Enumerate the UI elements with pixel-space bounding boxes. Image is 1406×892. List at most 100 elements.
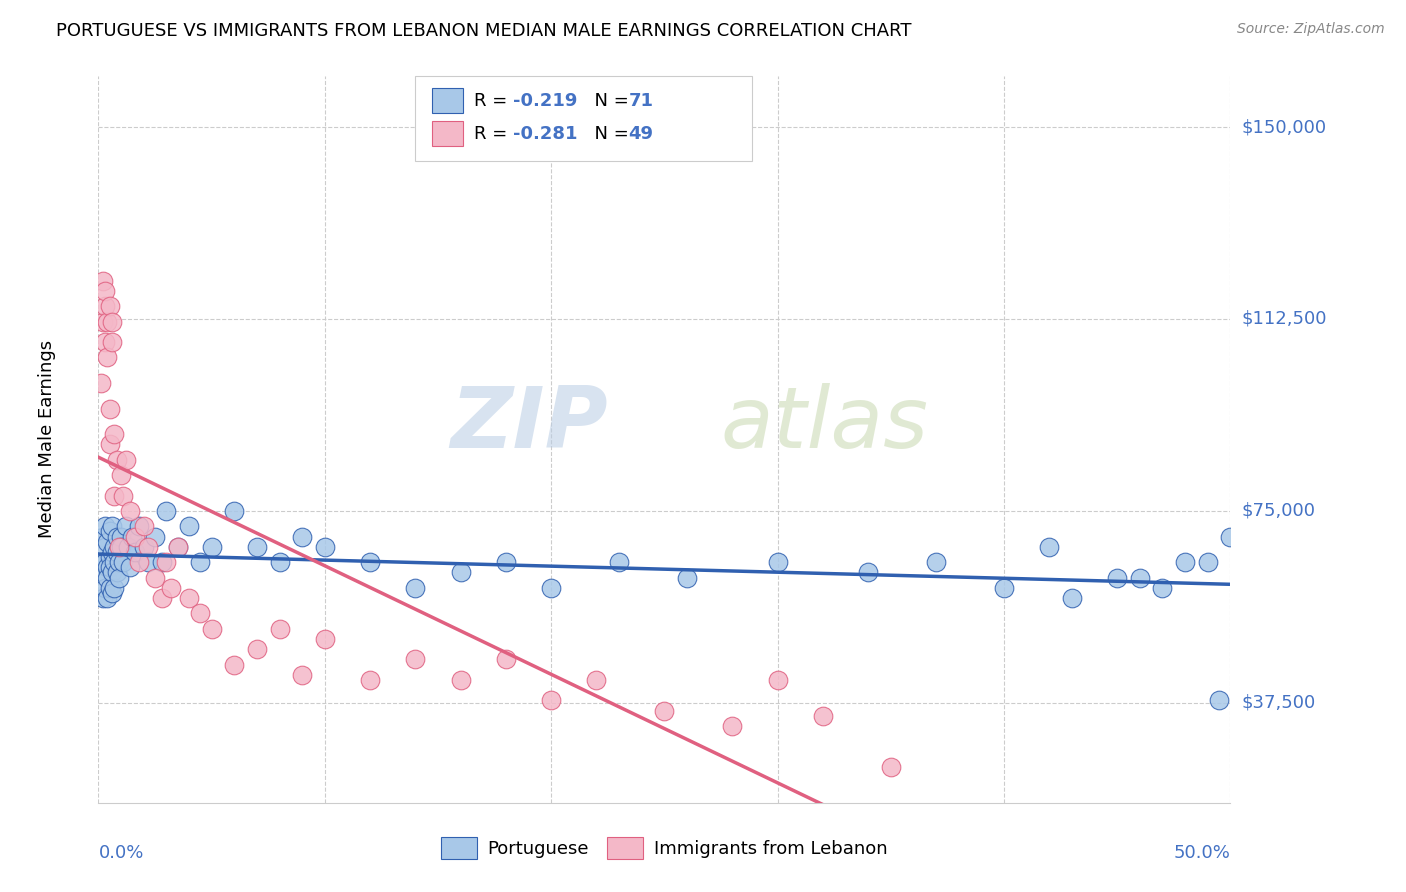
Point [91,591,114,605]
Point [925,555,948,569]
Text: R =: R = [474,125,513,143]
Point [107,540,129,554]
Point [224,657,246,672]
Point [105,452,128,467]
Point [91,314,114,328]
Point [96,314,118,328]
Point [136,555,159,569]
Point [98,581,121,595]
Point [269,622,291,636]
Point [105,545,128,559]
Point [94,555,117,569]
Point [150,591,173,605]
Point [96,570,118,584]
Text: Median Male Earnings: Median Male Earnings [38,340,56,539]
Point [652,704,676,718]
Point [91,566,114,580]
Point [880,760,903,774]
Point [105,530,128,544]
Text: 0.0%: 0.0% [98,844,143,862]
Point [314,540,336,554]
Text: N =: N = [583,92,636,110]
Point [993,581,1015,595]
Point [103,540,125,554]
Point [96,591,118,605]
Point [1060,591,1083,605]
Point [110,540,132,554]
Point [128,555,150,569]
Point [94,540,117,554]
Point [94,334,117,349]
Point [246,642,269,657]
Point [98,550,121,565]
Point [166,540,188,554]
Point [1174,555,1197,569]
Point [359,555,381,569]
Point [676,570,699,584]
Point [101,334,124,349]
Point [150,555,173,569]
Point [143,570,166,584]
Point [1208,693,1230,707]
Point [96,560,118,574]
Point [101,519,124,533]
Point [291,668,314,682]
Legend: Portuguese, Immigrants from Lebanon: Portuguese, Immigrants from Lebanon [433,830,896,866]
Point [188,607,211,621]
Point [291,530,314,544]
Point [110,530,132,544]
Point [1129,570,1152,584]
Point [120,504,142,518]
Text: -0.219: -0.219 [513,92,578,110]
Point [766,673,789,687]
Text: $37,500: $37,500 [1241,694,1316,712]
Point [1152,581,1174,595]
Point [495,555,517,569]
Point [101,586,124,600]
Point [540,581,562,595]
Point [269,555,291,569]
Point [94,581,117,595]
Point [103,581,125,595]
Point [155,555,177,569]
Point [94,519,117,533]
Point [90,555,112,569]
Point [155,504,177,518]
Point [91,530,114,544]
Point [128,519,150,533]
Point [94,299,117,313]
Point [540,693,562,707]
Point [98,524,121,539]
Text: Source: ZipAtlas.com: Source: ZipAtlas.com [1237,22,1385,37]
Point [721,719,744,733]
Point [607,555,630,569]
Point [132,540,155,554]
Point [98,560,121,574]
Point [132,519,155,533]
Point [811,708,834,723]
Text: 50.0%: 50.0% [1174,844,1230,862]
Point [450,673,472,687]
Point [112,489,135,503]
Text: R =: R = [474,92,513,110]
Point [121,530,143,544]
Text: $150,000: $150,000 [1241,118,1327,136]
Text: 49: 49 [628,125,654,143]
Point [1038,540,1060,554]
Point [117,540,139,554]
Point [94,284,117,298]
Point [1219,530,1241,544]
Point [101,545,124,559]
Point [160,581,183,595]
Point [201,622,224,636]
Point [112,555,135,569]
Point [585,673,607,687]
Point [101,314,124,328]
Text: N =: N = [583,125,636,143]
Point [114,519,136,533]
Point [124,530,146,544]
Point [107,555,129,569]
Point [177,519,200,533]
Point [110,468,132,483]
Point [246,540,269,554]
